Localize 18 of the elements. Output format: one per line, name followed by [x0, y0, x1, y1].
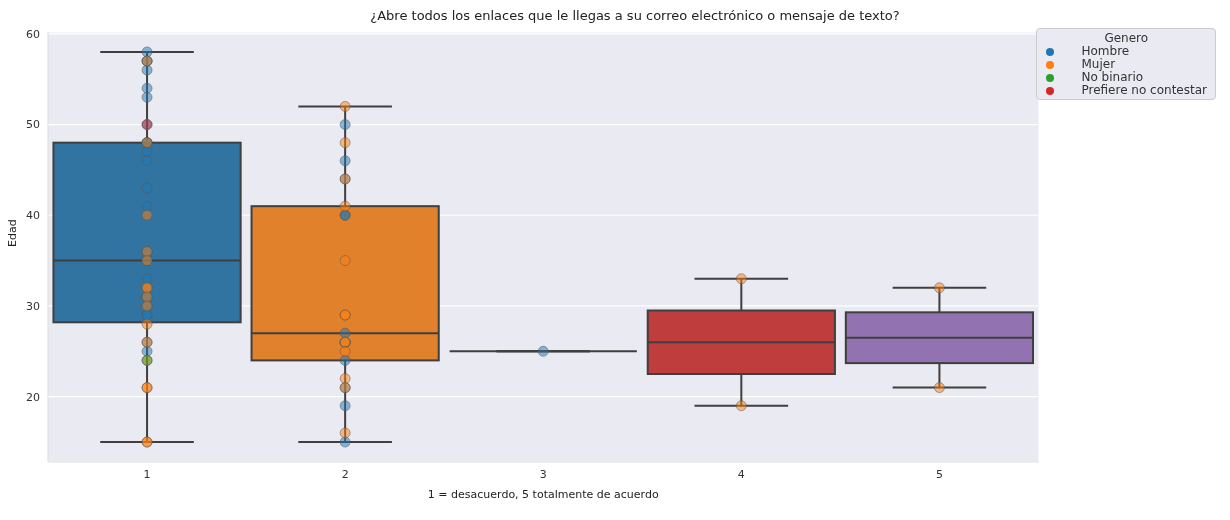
legend-title: Genero [1103, 31, 1150, 45]
y-axis-title: Edad [5, 219, 19, 247]
x-tick-label: 5 [935, 467, 943, 481]
legend-label: No binario [1081, 70, 1144, 84]
y-tick-label: 40 [26, 209, 40, 223]
y-tick-label: 30 [26, 299, 40, 313]
y-tick-label: 20 [26, 390, 40, 404]
legend-label: Mujer [1081, 57, 1116, 71]
x-tick-label: 3 [539, 467, 547, 481]
legend-label: Prefiere no contestar [1081, 83, 1207, 97]
x-tick-label: 2 [341, 467, 349, 481]
legend-label: Hombre [1081, 44, 1130, 58]
y-tick-label: 60 [26, 27, 40, 41]
x-tick-label: 1 [143, 467, 151, 481]
chart-title: ¿Abre todos los enlaces que le llegas a su correo electrónico o mensaje de texto? [369, 8, 901, 25]
x-axis-title: 1 = desacuerdo, 5 totalmente de acuerdo [427, 488, 659, 501]
x-tick-label: 4 [737, 467, 745, 481]
y-tick-label: 50 [26, 118, 40, 132]
